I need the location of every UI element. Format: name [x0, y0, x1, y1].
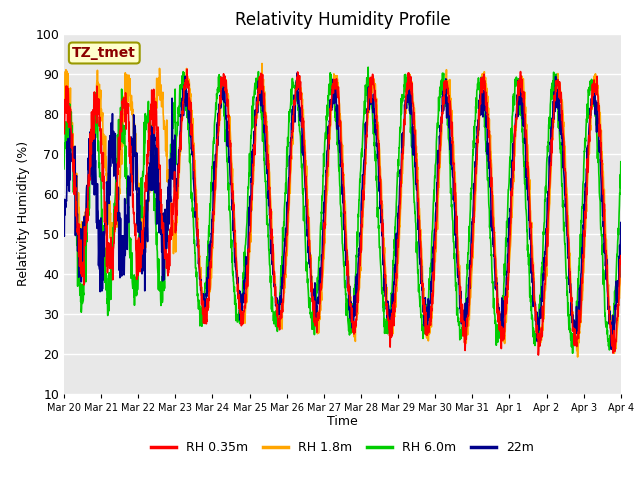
- Legend: RH 0.35m, RH 1.8m, RH 6.0m, 22m: RH 0.35m, RH 1.8m, RH 6.0m, 22m: [146, 436, 539, 459]
- X-axis label: Time: Time: [327, 415, 358, 429]
- Y-axis label: Relativity Humidity (%): Relativity Humidity (%): [17, 141, 29, 286]
- Title: Relativity Humidity Profile: Relativity Humidity Profile: [235, 11, 450, 29]
- Text: TZ_tmet: TZ_tmet: [72, 46, 136, 60]
